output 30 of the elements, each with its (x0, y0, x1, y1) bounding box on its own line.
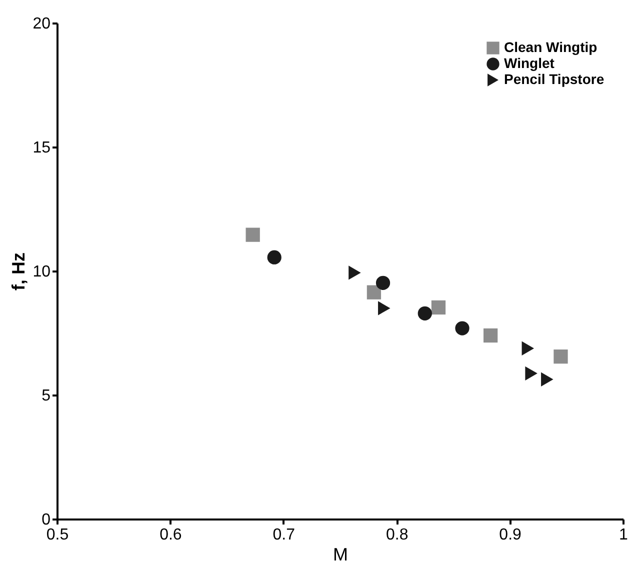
x-tick-label: 1 (619, 526, 628, 544)
point (348, 266, 361, 280)
x-tick-label: 0.7 (272, 526, 296, 544)
point (418, 306, 432, 320)
x-tick-label: 0.5 (46, 526, 69, 544)
point (376, 276, 390, 290)
point (483, 328, 498, 343)
point (541, 372, 554, 386)
y-tick-label: 15 (32, 140, 51, 156)
y-tick-label: 0 (42, 512, 51, 528)
point (554, 349, 568, 364)
legend-label: Winglet (504, 55, 555, 71)
point (455, 321, 470, 336)
legend-label: Pencil Tipstore (504, 71, 604, 87)
point (267, 250, 282, 264)
x-tick-label: 0.8 (386, 526, 408, 544)
point (525, 366, 538, 380)
x-axis-title: M (333, 544, 348, 564)
point (431, 300, 446, 315)
y-tick-label: 20 (32, 16, 51, 32)
point (246, 228, 260, 242)
point (378, 301, 390, 316)
x-tick-label: 0.6 (160, 526, 182, 544)
legend-label: Clean Wingtip (504, 39, 598, 55)
point (366, 285, 382, 300)
y-tick-label: 5 (42, 388, 51, 404)
y-tick-label: 10 (32, 264, 51, 280)
x-tick-label: 0.9 (499, 526, 522, 544)
y-axis-title: f, Hz (8, 252, 29, 290)
point (522, 341, 534, 356)
